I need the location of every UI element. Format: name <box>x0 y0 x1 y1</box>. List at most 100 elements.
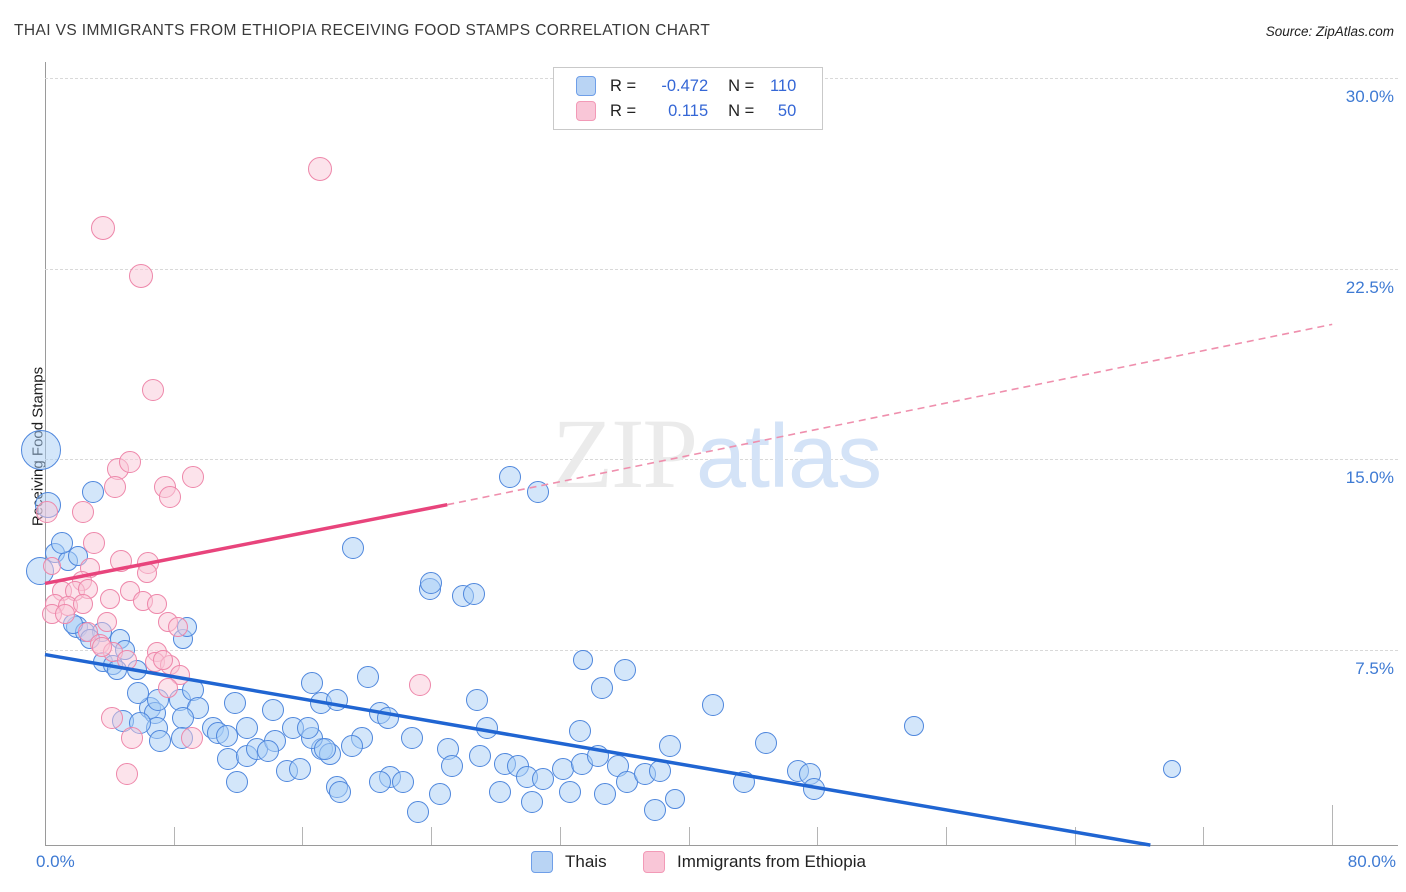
r-label: R = <box>610 101 637 120</box>
data-point-ethiopia <box>71 501 94 524</box>
data-point-thais <box>526 481 549 504</box>
data-point-ethiopia <box>168 616 189 637</box>
data-point-ethiopia <box>121 727 144 750</box>
data-point-thais <box>643 798 666 821</box>
data-point-thais <box>401 727 423 750</box>
data-point-thais <box>172 707 195 730</box>
n-label: N = <box>728 76 755 95</box>
data-point-ethiopia <box>83 531 106 554</box>
data-point-ethiopia <box>72 593 93 614</box>
data-point-thais <box>149 729 172 752</box>
data-point-thais <box>568 719 591 742</box>
data-point-thais <box>289 757 312 780</box>
data-point-ethiopia <box>109 549 132 572</box>
y-tick-label-15.0%: 15.0% <box>1345 468 1394 487</box>
gridline-22.5% <box>45 268 1398 270</box>
watermark-atlas: atlas <box>696 407 882 507</box>
data-point-thais <box>732 770 755 793</box>
data-point-ethiopia <box>54 603 75 624</box>
data-point-thais <box>257 740 279 763</box>
data-point-thais <box>215 724 238 747</box>
x-tick-48 <box>817 827 819 845</box>
data-point-thais <box>462 582 485 605</box>
data-point-ethiopia <box>117 649 138 670</box>
data-point-thais <box>429 783 451 806</box>
watermark-zip: ZIP <box>552 398 698 509</box>
data-point-thais <box>658 735 681 758</box>
data-point-thais <box>20 430 61 471</box>
data-point-thais <box>531 768 554 791</box>
data-point-ethiopia <box>90 215 115 240</box>
data-point-thais <box>593 783 616 806</box>
data-point-thais <box>392 770 414 793</box>
data-point-thais <box>475 717 498 740</box>
x-tick-16 <box>302 827 304 845</box>
data-point-thais <box>235 717 258 740</box>
r-value-thais: -0.472 <box>661 76 709 95</box>
x-min-label: 0.0% <box>36 852 75 871</box>
x-tick-72 <box>1203 827 1205 845</box>
data-point-thais <box>127 681 149 704</box>
thais-legend-swatch <box>531 851 553 873</box>
data-point-thais <box>573 649 594 670</box>
data-point-thais <box>664 789 685 810</box>
x-max-label: 80.0% <box>1347 852 1396 871</box>
thais-color-swatch <box>576 76 596 96</box>
data-point-ethiopia <box>43 556 62 575</box>
n-value-ethiopia: 50 <box>777 101 797 120</box>
thais-legend-label: Thais <box>565 852 607 871</box>
data-point-thais <box>51 531 74 554</box>
data-point-thais <box>469 745 492 768</box>
data-point-thais <box>614 658 637 681</box>
data-point-thais <box>406 801 429 824</box>
data-point-ethiopia <box>100 707 123 730</box>
data-point-thais <box>326 689 349 712</box>
x-tick-64 <box>1074 827 1076 845</box>
x-tick-8 <box>173 827 175 845</box>
data-point-thais <box>559 780 582 803</box>
source-attribution: Source: ZipAtlas.com <box>1265 24 1394 39</box>
gridline-7.5% <box>45 649 1398 651</box>
x-tick-80 <box>1332 805 1334 845</box>
data-point-ethiopia <box>96 611 117 632</box>
data-point-thais <box>489 780 512 803</box>
data-point-thais <box>587 745 609 768</box>
data-point-ethiopia <box>157 677 178 698</box>
data-point-thais <box>225 770 248 793</box>
data-point-ethiopia <box>152 649 173 670</box>
data-point-thais <box>466 689 489 712</box>
data-point-thais <box>1162 759 1181 778</box>
data-point-ethiopia <box>116 762 139 785</box>
data-point-thais <box>648 760 671 783</box>
data-point-ethiopia <box>35 501 58 524</box>
bottom-legend-thais: Thais <box>531 851 607 873</box>
data-point-thais <box>377 707 400 730</box>
data-point-ethiopia <box>146 593 167 614</box>
data-point-thais <box>368 770 391 793</box>
ethiopia-legend-label: Immigrants from Ethiopia <box>677 852 866 871</box>
data-point-ethiopia <box>141 379 164 402</box>
data-point-ethiopia <box>182 465 205 488</box>
y-tick-label-30.0%: 30.0% <box>1345 87 1394 106</box>
n-label: N = <box>728 101 755 120</box>
data-point-thais <box>702 694 725 717</box>
data-point-thais <box>81 481 104 504</box>
x-tick-56 <box>946 827 948 845</box>
correlation-legend-box: R = -0.472 N = 110 R = 0.115 N = 50 <box>553 67 823 130</box>
data-point-ethiopia <box>137 563 157 584</box>
data-point-ethiopia <box>159 486 182 509</box>
ethiopia-color-swatch <box>576 101 596 121</box>
data-point-thais <box>313 737 336 760</box>
data-point-ethiopia <box>181 727 204 750</box>
legend-row-ethiopia: R = 0.115 N = 50 <box>576 101 822 121</box>
x-tick-32 <box>559 827 561 845</box>
data-point-ethiopia <box>100 588 120 609</box>
data-point-thais <box>441 755 464 778</box>
page-title: THAI VS IMMIGRANTS FROM ETHIOPIA RECEIVI… <box>14 22 711 39</box>
data-point-thais <box>754 732 777 755</box>
n-value-thais: 110 <box>769 76 797 95</box>
x-tick-40 <box>688 827 690 845</box>
data-point-thais <box>224 691 247 714</box>
r-value-ethiopia: 0.115 <box>668 101 709 120</box>
